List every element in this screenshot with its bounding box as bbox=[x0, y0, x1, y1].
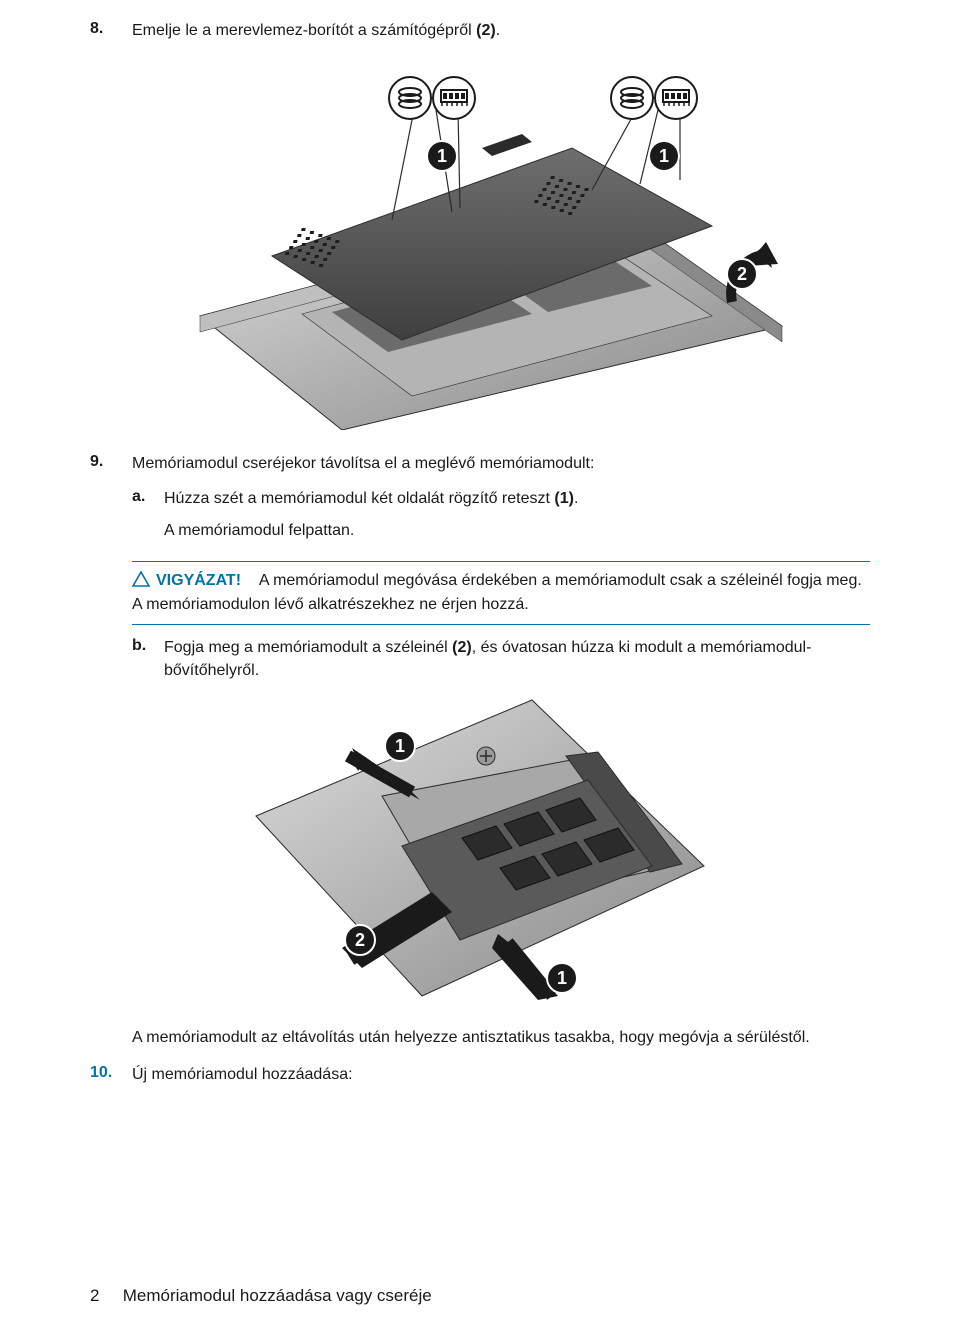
step-9b-text: Fogja meg a memóriamodult a széleinél (2… bbox=[164, 637, 870, 682]
step-9-body: Memóriamodul cseréjekor távolítsa el a m… bbox=[132, 453, 870, 548]
step-9b-wrap: b. Fogja meg a memóriamodult a széleinél… bbox=[132, 637, 870, 682]
step-9a-line1-b: (1) bbox=[554, 490, 574, 507]
step-9a: a. Húzza szét a memóriamodul két oldalát… bbox=[132, 488, 870, 543]
step-9b: b. Fogja meg a memóriamodult a széleinél… bbox=[132, 637, 870, 682]
step-9a-num: a. bbox=[132, 488, 164, 543]
svg-text:2: 2 bbox=[355, 930, 365, 950]
step-9-after: A memóriamodult az eltávolítás után hely… bbox=[132, 1027, 870, 1049]
svg-text:1: 1 bbox=[395, 736, 405, 756]
caution-box: VIGYÁZAT! A memóriamodul megóvása érdeké… bbox=[132, 561, 870, 626]
step-9: 9. Memóriamodul cseréjekor távolítsa el … bbox=[90, 453, 870, 548]
caution-icon bbox=[132, 571, 150, 594]
footer-title: Memóriamodul hozzáadása vagy cseréje bbox=[123, 1286, 432, 1305]
step-9b-num: b. bbox=[132, 637, 164, 682]
step-8-text-b: (2) bbox=[476, 22, 496, 39]
step-9a-body: Húzza szét a memóriamodul két oldalát rö… bbox=[164, 488, 870, 543]
step-8-body: Emelje le a merevlemez-borítót a számító… bbox=[132, 20, 870, 42]
caution-text bbox=[245, 572, 258, 589]
caution-label: VIGYÁZAT! bbox=[156, 572, 241, 589]
figure-1-svg: 1 1 2 bbox=[172, 56, 788, 430]
svg-text:1: 1 bbox=[659, 146, 669, 166]
step-8-text-a: Emelje le a merevlemez-borítót a számító… bbox=[132, 22, 476, 39]
step-9-num: 9. bbox=[90, 453, 132, 548]
step-9a-line2: A memóriamodul felpattan. bbox=[164, 520, 870, 542]
page-number: 2 bbox=[90, 1286, 118, 1306]
step-9a-line1: Húzza szét a memóriamodul két oldalát rö… bbox=[164, 488, 870, 510]
figure-1: 1 1 2 bbox=[90, 56, 870, 435]
step-10-body: Új memóriamodul hozzáadása: bbox=[132, 1064, 870, 1086]
svg-text:1: 1 bbox=[557, 968, 567, 988]
svg-text:2: 2 bbox=[737, 264, 747, 284]
step-9b-text-b: (2) bbox=[452, 639, 472, 656]
caution-body: A memóriamodul megóvása érdekében a memó… bbox=[132, 572, 862, 613]
page-footer: 2 Memóriamodul hozzáadása vagy cseréje bbox=[90, 1286, 432, 1306]
step-9-intro: Memóriamodul cseréjekor távolítsa el a m… bbox=[132, 453, 870, 475]
svg-text:1: 1 bbox=[437, 146, 447, 166]
step-10-text: Új memóriamodul hozzáadása: bbox=[132, 1064, 870, 1086]
step-8: 8. Emelje le a merevlemez-borítót a szám… bbox=[90, 20, 870, 42]
step-9b-body: Fogja meg a memóriamodult a széleinél (2… bbox=[164, 637, 870, 682]
step-8-num: 8. bbox=[90, 20, 132, 42]
step-8-text-c: . bbox=[496, 22, 500, 39]
figure-2: 1 2 1 bbox=[90, 696, 870, 1009]
step-8-text: Emelje le a merevlemez-borítót a számító… bbox=[132, 20, 870, 42]
step-10: 10. Új memóriamodul hozzáadása: bbox=[90, 1064, 870, 1086]
step-9b-text-a: Fogja meg a memóriamodult a széleinél bbox=[164, 639, 452, 656]
step-10-num: 10. bbox=[90, 1064, 132, 1086]
step-9a-line1-c: . bbox=[574, 490, 578, 507]
figure-2-svg: 1 2 1 bbox=[252, 696, 708, 1004]
step-9a-line1-a: Húzza szét a memóriamodul két oldalát rö… bbox=[164, 490, 554, 507]
